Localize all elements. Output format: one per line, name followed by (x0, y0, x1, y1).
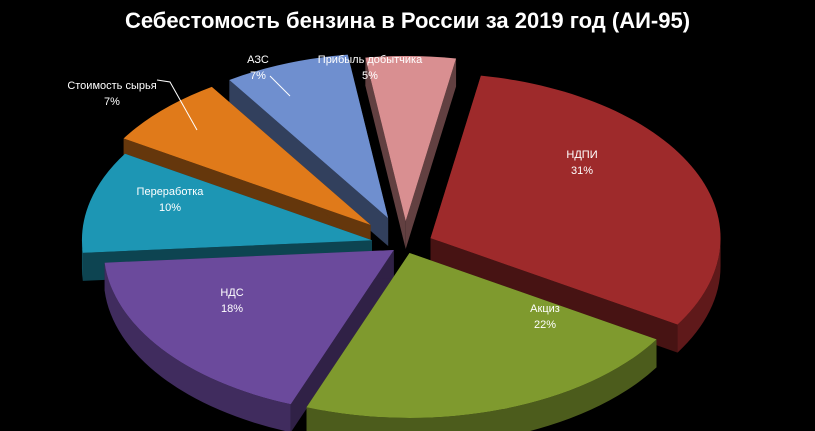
slice-pct-2: 22% (534, 319, 556, 331)
slice-labels: НДПИ 31% Акциз 22% НДС 18% Переработка 10% Стоим… (67, 54, 597, 331)
slice-pct-3: 18% (221, 303, 243, 315)
pie-slice-7 (365, 56, 457, 250)
slice-label-6: АЗС (247, 54, 269, 66)
slice-label-5: Стоимость сырья (67, 80, 156, 92)
pie-slice-3 (104, 250, 394, 431)
chart-title: Себестомость бензина в России за 2019 го… (124, 8, 691, 33)
pie-slice-6 (229, 54, 389, 247)
slice-label-7: Прибыль добытчика (318, 54, 423, 66)
slice-label-3: НДС (220, 287, 243, 299)
slice-label-1: НДПИ (566, 149, 597, 161)
slice-pct-1: 31% (571, 165, 593, 177)
leader-lines (156, 75, 291, 131)
leader-line-6 (269, 75, 291, 97)
leader-line-5 (156, 79, 198, 131)
pie-slice-2 (306, 252, 657, 431)
slice-label-4: Переработка (137, 186, 205, 198)
slice-pct-5: 7% (104, 96, 120, 108)
slice-pct-4: 10% (159, 202, 181, 214)
slice-label-2: Акциз (530, 303, 560, 315)
slice-pct-6: 7% (250, 70, 266, 82)
pie-slice-1 (430, 75, 721, 353)
pie-slices (81, 54, 721, 431)
slice-pct-7: 5% (362, 70, 378, 82)
